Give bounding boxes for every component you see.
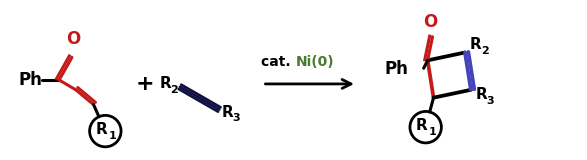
Text: cat.: cat. (261, 55, 296, 69)
Text: O: O (66, 30, 80, 48)
Text: +: + (136, 74, 154, 94)
Text: Ph: Ph (384, 60, 408, 78)
Text: 3: 3 (232, 113, 239, 123)
Text: 3: 3 (487, 96, 494, 106)
Text: R: R (159, 76, 171, 91)
Text: R: R (476, 87, 488, 102)
Text: 1: 1 (109, 131, 116, 141)
Text: 1: 1 (429, 127, 436, 137)
Text: R: R (221, 105, 233, 120)
Text: O: O (423, 13, 438, 31)
Text: R: R (416, 118, 427, 133)
Text: R: R (470, 37, 482, 52)
Text: 2: 2 (170, 85, 178, 95)
Text: R: R (96, 122, 107, 137)
Text: Ni(0): Ni(0) (296, 55, 335, 69)
Text: Ph: Ph (19, 71, 43, 89)
Text: 2: 2 (481, 46, 488, 56)
